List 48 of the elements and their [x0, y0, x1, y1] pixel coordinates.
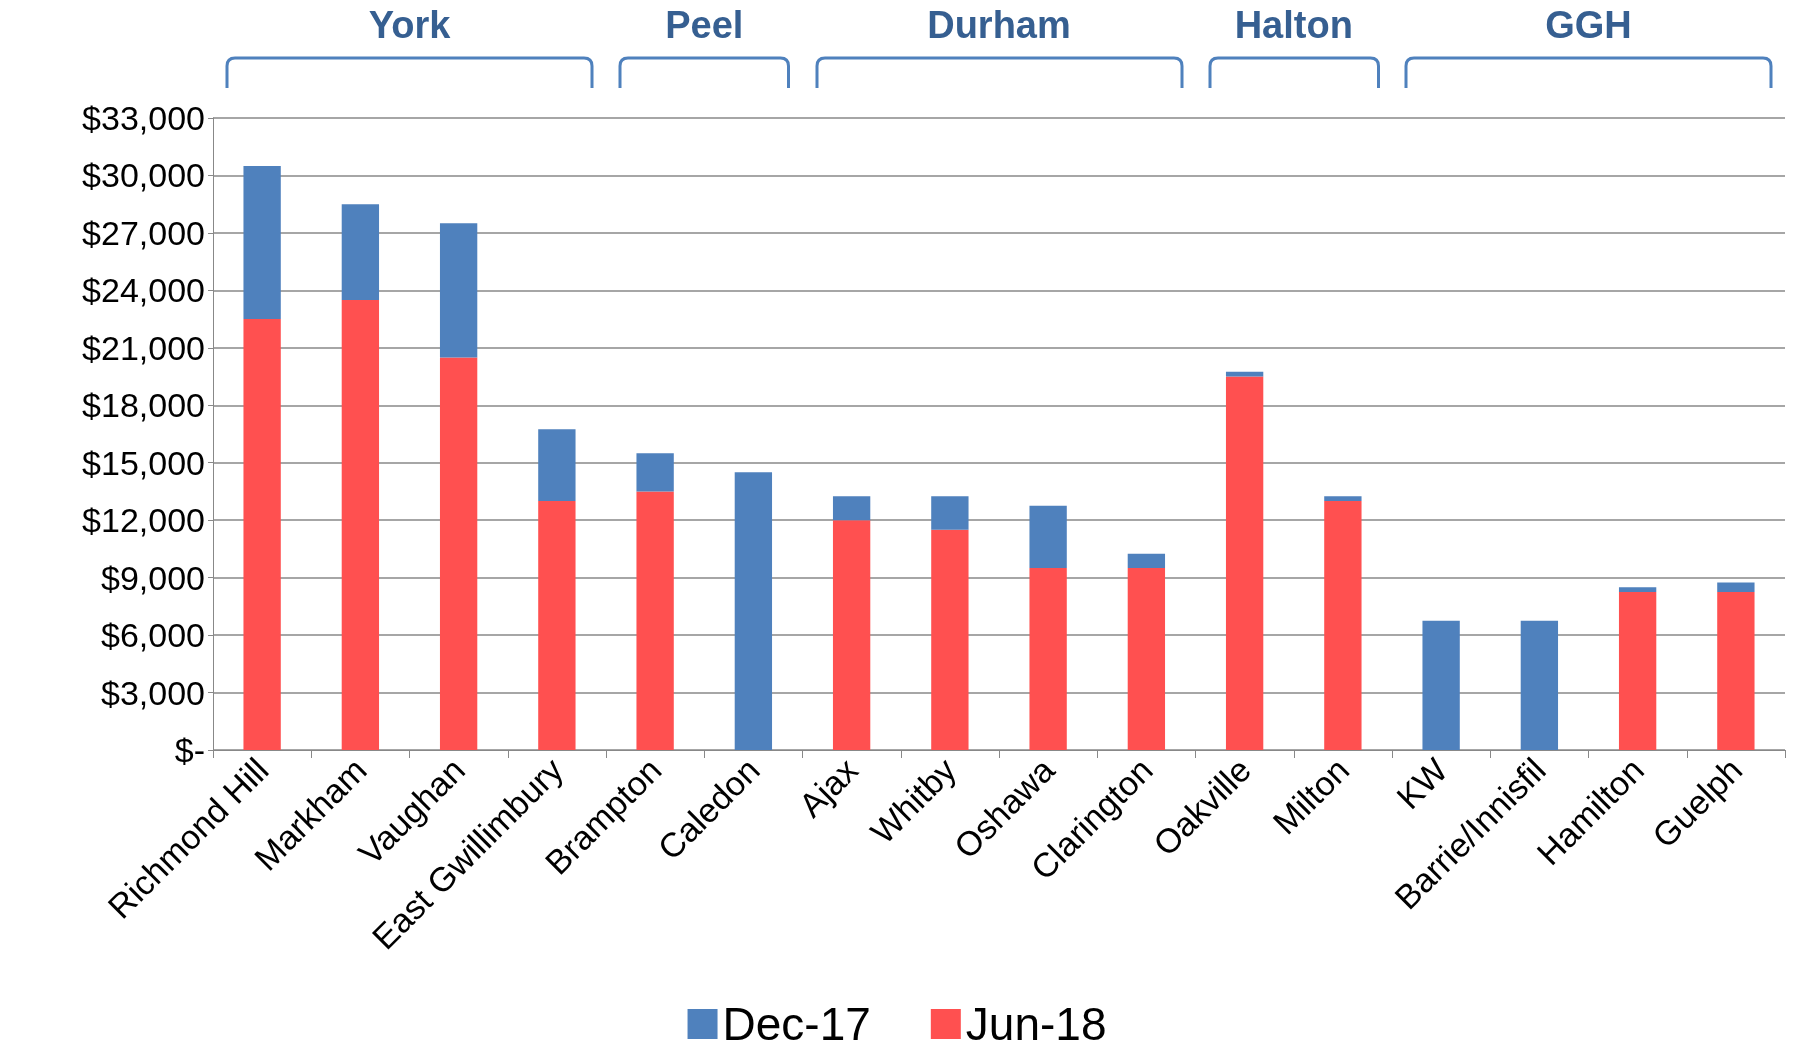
bar: [243, 319, 281, 750]
bar: [832, 520, 871, 750]
y-tick-label: $30,000: [82, 156, 205, 195]
bar: [1324, 496, 1362, 502]
bar: [341, 299, 380, 750]
bar: [439, 357, 478, 750]
bar: [931, 529, 969, 750]
text: Halton: [1234, 4, 1353, 47]
bar: [341, 204, 380, 300]
bar: [1029, 568, 1067, 750]
bar: [1618, 592, 1657, 750]
y-tick-label: $9,000: [101, 558, 205, 597]
bar: [832, 496, 871, 521]
text: GGH: [1545, 4, 1632, 47]
legend-label: Dec-17: [722, 998, 871, 1050]
y-tick-label: $27,000: [82, 213, 205, 252]
y-tick-label: $15,000: [82, 443, 205, 482]
y-tick-label: $6,000: [101, 616, 205, 655]
y-tick-label: $-: [174, 731, 205, 769]
y-tick-label: $3,000: [101, 673, 205, 712]
text: Durham: [927, 4, 1071, 47]
text: Peel: [665, 4, 744, 47]
y-tick-label: $33,000: [82, 99, 205, 137]
bar: [1520, 620, 1559, 750]
y-tick-label: $24,000: [82, 271, 205, 310]
bar: [1717, 592, 1755, 750]
bar: [734, 472, 773, 750]
bar: [1324, 501, 1362, 750]
bar: [1029, 505, 1067, 569]
y-tick-label: $18,000: [82, 386, 205, 425]
bar: [1422, 620, 1460, 750]
bar: [636, 491, 674, 750]
bar: [636, 453, 674, 492]
bar: [931, 496, 969, 530]
text: York: [368, 4, 451, 47]
bar: [1225, 371, 1264, 377]
bar: [1127, 553, 1166, 569]
legend-label: Jun-18: [965, 998, 1107, 1050]
bar: [439, 223, 478, 358]
bar: [1225, 376, 1264, 750]
bar: [1618, 587, 1657, 592]
bar: [538, 501, 576, 750]
bar: [243, 165, 281, 320]
bar: [1717, 582, 1755, 592]
bar: [538, 429, 576, 502]
bar: [1127, 568, 1166, 750]
y-tick-label: $21,000: [82, 328, 205, 367]
y-tick-label: $12,000: [82, 501, 205, 540]
